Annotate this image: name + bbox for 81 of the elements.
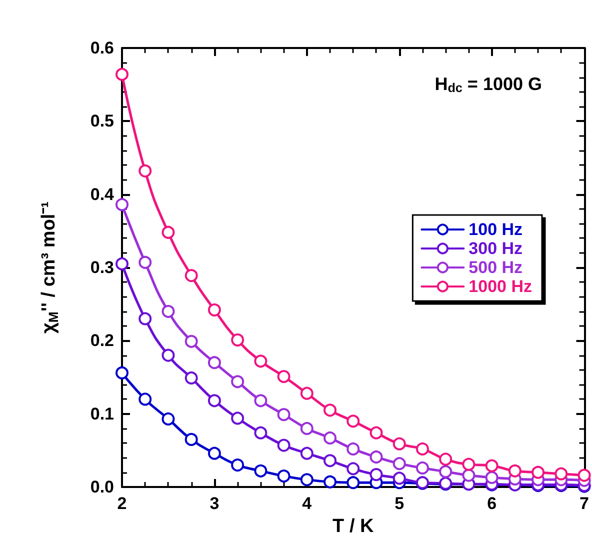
point — [462, 468, 476, 482]
point — [162, 226, 175, 239]
point — [138, 164, 152, 178]
x-tick-label: 3 — [210, 494, 220, 513]
point — [485, 459, 498, 472]
point — [254, 394, 268, 408]
point — [300, 422, 314, 435]
legend-label: 300 Hz — [468, 239, 523, 258]
point — [554, 467, 568, 480]
point — [277, 370, 290, 384]
point — [184, 269, 198, 282]
point — [324, 454, 337, 468]
point — [231, 375, 244, 388]
point — [116, 366, 128, 380]
point — [277, 438, 290, 452]
point — [231, 333, 244, 346]
point — [370, 450, 383, 464]
point — [116, 198, 128, 212]
point — [416, 442, 429, 456]
point — [439, 465, 452, 478]
point — [277, 470, 290, 483]
point — [532, 466, 545, 479]
point — [208, 303, 221, 316]
point — [485, 470, 498, 484]
point — [462, 458, 476, 471]
point — [116, 68, 128, 81]
x-tick-label: 5 — [394, 494, 404, 513]
point — [208, 446, 221, 460]
point — [138, 312, 152, 326]
y-tick-label: 0.3 — [90, 258, 114, 277]
legend-label: 1000 Hz — [468, 277, 532, 296]
point — [300, 386, 314, 400]
y-tick-label: 0.2 — [90, 331, 114, 350]
y-axis-title: χM'' / cm³ mol⁻¹ — [38, 201, 61, 334]
point — [162, 304, 175, 318]
point — [392, 437, 406, 450]
point — [184, 371, 198, 384]
point — [346, 476, 360, 490]
point — [184, 334, 198, 348]
point — [346, 462, 360, 476]
point — [231, 458, 244, 472]
x-tick-label: 2 — [117, 494, 127, 513]
y-tick-label: 0.1 — [90, 404, 114, 424]
point — [578, 468, 591, 482]
point — [324, 475, 337, 488]
point — [324, 404, 337, 417]
y-tick-label: 0.5 — [90, 112, 114, 131]
point — [392, 457, 406, 470]
x-tick-label: 7 — [580, 494, 590, 513]
point — [138, 256, 152, 269]
x-tick-label: 6 — [487, 494, 497, 513]
point — [370, 426, 383, 440]
legend-label: 100 Hz — [468, 220, 523, 239]
point — [346, 442, 360, 456]
point — [277, 408, 290, 422]
point — [116, 257, 128, 270]
y-tick-label: 0.4 — [90, 184, 115, 204]
point — [300, 473, 314, 486]
point — [416, 461, 429, 474]
legend-label: 500 Hz — [468, 258, 523, 277]
x-tick-label: 4 — [302, 494, 312, 513]
point — [162, 348, 175, 362]
point — [370, 468, 383, 482]
point — [346, 414, 360, 428]
point — [300, 446, 314, 460]
point — [254, 464, 268, 478]
point — [184, 432, 198, 446]
y-tick-label: 0.6 — [90, 38, 114, 58]
point — [439, 452, 452, 466]
point — [208, 394, 221, 408]
y-tick-label: 0.0 — [90, 478, 114, 496]
point — [254, 354, 268, 368]
point — [324, 431, 337, 444]
point — [254, 426, 268, 440]
point — [231, 412, 244, 425]
x-axis-title: T / K — [332, 516, 374, 537]
point — [208, 356, 221, 370]
point — [508, 464, 522, 478]
point — [138, 392, 152, 406]
point — [392, 472, 406, 485]
point — [162, 412, 175, 426]
